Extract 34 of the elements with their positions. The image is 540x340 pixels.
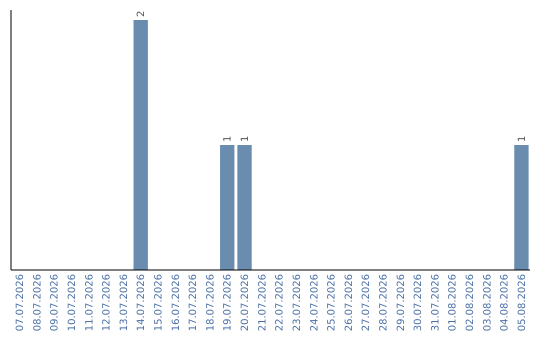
- x-tick-label: 31.07.2026: [430, 274, 442, 332]
- x-tick-label: 15.07.2026: [154, 274, 165, 332]
- x-tick-label: 18.07.2026: [205, 274, 216, 332]
- x-tick-label: 23.07.2026: [292, 274, 303, 332]
- x-tick-label: 24.07.2026: [309, 274, 320, 332]
- x-tick-label: 04.08.2026: [500, 274, 511, 332]
- x-tick-label: 10.07.2026: [66, 274, 78, 332]
- x-tick-label: 07.07.2026: [15, 274, 26, 332]
- x-tick-label: 22.07.2026: [274, 274, 286, 332]
- x-tick-label: 14.07.2026: [136, 274, 148, 332]
- x-tick-label: 05.08.2026: [516, 274, 528, 332]
- x-tick-label: 01.08.2026: [448, 274, 459, 332]
- x-tick-label: 08.07.2026: [32, 274, 44, 332]
- x-tick-label: 21.07.2026: [257, 274, 268, 332]
- x-tick-label: 27.07.2026: [361, 274, 372, 332]
- x-tick-label: 13.07.2026: [118, 274, 130, 332]
- x-tick-label: 17.07.2026: [188, 274, 200, 332]
- x-tick-label: 28.07.2026: [378, 274, 390, 332]
- x-tick-label: 26.07.2026: [344, 274, 355, 332]
- x-tick-label: 29.07.2026: [396, 274, 407, 332]
- x-tick-label: 25.07.2026: [326, 274, 338, 332]
- x-tick-label: 19.07.2026: [222, 274, 234, 332]
- x-tick-label: 11.07.2026: [84, 274, 96, 332]
- data-label: 1: [516, 136, 528, 142]
- data-label: 2: [136, 10, 148, 17]
- x-tick-label: 03.08.2026: [482, 274, 494, 332]
- x-tick-label: 12.07.2026: [102, 274, 113, 332]
- x-tick-label: 09.07.2026: [50, 274, 61, 332]
- data-label: 1: [222, 136, 234, 142]
- x-tick-label: 30.07.2026: [413, 274, 424, 332]
- x-tick-label: 16.07.2026: [170, 274, 182, 332]
- x-tick-label: 20.07.2026: [240, 274, 252, 332]
- data-label: 1: [240, 136, 252, 142]
- x-tick-label: 02.08.2026: [465, 274, 476, 332]
